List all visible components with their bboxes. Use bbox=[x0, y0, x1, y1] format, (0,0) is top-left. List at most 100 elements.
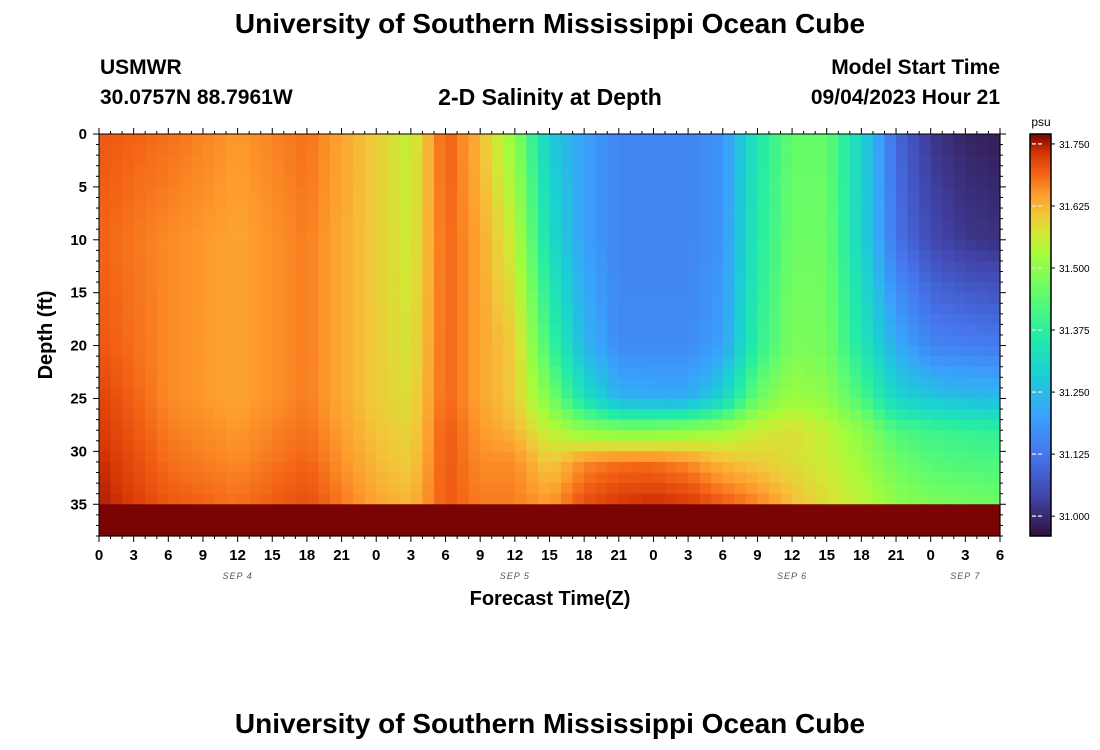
heatmap-cell bbox=[618, 186, 631, 199]
heatmap-cell bbox=[849, 250, 862, 262]
heatmap-cell bbox=[445, 282, 458, 294]
heatmap-cell bbox=[688, 345, 701, 357]
heatmap-cell bbox=[607, 335, 620, 347]
heatmap-cell bbox=[226, 144, 239, 156]
heatmap-cell bbox=[792, 239, 805, 251]
heatmap-cell bbox=[503, 483, 516, 495]
heatmap-cell bbox=[803, 387, 816, 400]
heatmap-cell bbox=[145, 229, 158, 241]
heatmap-cell bbox=[295, 144, 308, 156]
heatmap-cell bbox=[202, 451, 216, 463]
heatmap-cell bbox=[688, 409, 701, 421]
heatmap-cell bbox=[318, 239, 331, 251]
heatmap-cell bbox=[907, 197, 920, 209]
heatmap-cell bbox=[896, 493, 909, 505]
heatmap-cell bbox=[445, 419, 458, 431]
heatmap-cell bbox=[942, 335, 955, 347]
heatmap-cell bbox=[653, 335, 666, 347]
heatmap-cell bbox=[953, 514, 966, 527]
heatmap-cell bbox=[179, 176, 193, 188]
heatmap-cell bbox=[572, 303, 585, 315]
heatmap-cell bbox=[145, 134, 158, 146]
heatmap-cell bbox=[942, 451, 955, 463]
heatmap-cell bbox=[607, 229, 620, 241]
heatmap-cell bbox=[780, 483, 793, 495]
heatmap-cell bbox=[584, 260, 597, 273]
heatmap-cell bbox=[226, 377, 239, 389]
heatmap-cell bbox=[433, 186, 447, 199]
heatmap-cell bbox=[838, 356, 851, 368]
heatmap-cell bbox=[457, 409, 470, 421]
heatmap-cell bbox=[896, 514, 909, 527]
heatmap-cell bbox=[433, 335, 447, 347]
heatmap-cell bbox=[422, 472, 435, 484]
heatmap-cell bbox=[237, 483, 250, 495]
heatmap-cell bbox=[734, 525, 747, 537]
heatmap-cell bbox=[353, 335, 366, 347]
heatmap-cell bbox=[711, 292, 724, 304]
heatmap-cell bbox=[907, 377, 920, 389]
heatmap-cell bbox=[156, 387, 169, 400]
heatmap-cell bbox=[318, 260, 331, 273]
heatmap-cell bbox=[503, 398, 516, 410]
heatmap-cell bbox=[618, 387, 631, 400]
heatmap-cell bbox=[757, 144, 770, 156]
heatmap-cell bbox=[815, 472, 828, 484]
heatmap-cell bbox=[353, 239, 366, 251]
heatmap-cell bbox=[711, 430, 724, 442]
heatmap-cell bbox=[711, 345, 724, 357]
heatmap-cell bbox=[965, 176, 978, 188]
heatmap-cell bbox=[549, 451, 562, 463]
heatmap-cell bbox=[145, 292, 158, 304]
heatmap-cell bbox=[202, 144, 216, 156]
heatmap-cell bbox=[549, 419, 562, 431]
heatmap-cell bbox=[803, 377, 816, 389]
heatmap-cell bbox=[734, 260, 747, 273]
heatmap-cell bbox=[838, 144, 851, 156]
heatmap-cell bbox=[872, 134, 886, 146]
heatmap-cell bbox=[549, 155, 562, 167]
heatmap-cell bbox=[387, 398, 400, 410]
heatmap-cell bbox=[595, 493, 608, 505]
heatmap-cell bbox=[295, 271, 308, 283]
heatmap-cell bbox=[745, 335, 759, 347]
heatmap-cell bbox=[745, 493, 759, 505]
heatmap-cell bbox=[179, 303, 193, 315]
heatmap-cell bbox=[468, 218, 481, 230]
heatmap-cell bbox=[930, 155, 943, 167]
heatmap-cell bbox=[237, 451, 250, 463]
heatmap-cell bbox=[376, 134, 389, 146]
heatmap-cell bbox=[283, 483, 296, 495]
heatmap-cell bbox=[537, 229, 551, 241]
heatmap-cell bbox=[295, 430, 308, 442]
heatmap-cell bbox=[618, 356, 631, 368]
heatmap-cell bbox=[295, 229, 308, 241]
heatmap-cell bbox=[514, 451, 527, 463]
heatmap-cell bbox=[872, 186, 886, 199]
heatmap-cell bbox=[283, 197, 296, 209]
colorbar-unit: psu bbox=[1031, 115, 1050, 129]
heatmap-cell bbox=[815, 483, 828, 495]
heatmap-cell bbox=[953, 282, 966, 294]
heatmap-cell bbox=[630, 271, 643, 283]
heatmap-cell bbox=[618, 144, 631, 156]
heatmap-cell bbox=[295, 155, 308, 167]
heatmap-cell bbox=[757, 292, 770, 304]
heatmap-cell bbox=[306, 472, 320, 484]
heatmap-cell bbox=[191, 186, 204, 199]
colorbar bbox=[1029, 133, 1052, 537]
heatmap-cell bbox=[156, 239, 169, 251]
heatmap-cell bbox=[618, 208, 631, 220]
heatmap-cell bbox=[861, 504, 874, 516]
heatmap-cell bbox=[260, 271, 273, 283]
heatmap-cell bbox=[445, 504, 458, 516]
heatmap-cell bbox=[953, 165, 966, 177]
heatmap-cell bbox=[480, 313, 493, 326]
heatmap-cell bbox=[607, 218, 620, 230]
x-tick-label: 3 bbox=[407, 547, 415, 564]
x-tick-label: 3 bbox=[129, 547, 137, 564]
heatmap-cell bbox=[226, 472, 239, 484]
heatmap-cell bbox=[745, 260, 759, 273]
heatmap-cell bbox=[849, 387, 862, 400]
heatmap-cell bbox=[99, 398, 112, 410]
